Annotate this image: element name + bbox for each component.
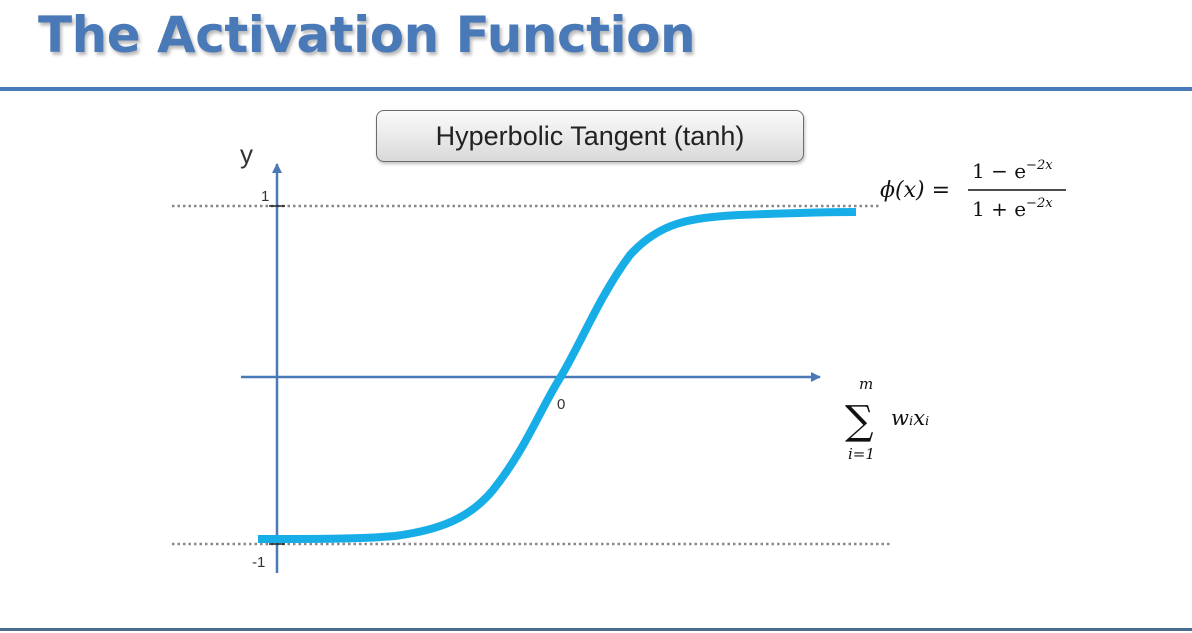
formula-denominator-exponent: −2x bbox=[1026, 196, 1053, 211]
formula-numerator-exponent: −2x bbox=[1026, 158, 1053, 173]
slide-title: The Activation Function bbox=[38, 6, 696, 64]
function-name-label: Hyperbolic Tangent (tanh) bbox=[435, 120, 745, 151]
function-name-box: Hyperbolic Tangent (tanh) bbox=[376, 110, 804, 162]
formula-numerator: 1 − e−2x bbox=[972, 158, 1053, 183]
title-rule bbox=[0, 87, 1192, 91]
formula-denominator-lead: 1 + e bbox=[972, 197, 1026, 221]
sum-lower-limit: i=1 bbox=[848, 445, 875, 463]
y-tick-label-bottom: -1 bbox=[252, 554, 265, 571]
x-tick-label-origin: 0 bbox=[557, 396, 565, 413]
formula-denominator: 1 + e−2x bbox=[972, 196, 1053, 221]
sum-term: wᵢxᵢ bbox=[891, 406, 929, 430]
formula-lhs: ϕ(x) = bbox=[880, 178, 950, 203]
footer-rule bbox=[0, 628, 1192, 631]
y-tick-label-top: 1 bbox=[261, 188, 269, 205]
summation-symbol: ∑ bbox=[845, 398, 874, 444]
sum-upper-limit: m bbox=[859, 375, 873, 393]
formula-numerator-lead: 1 − e bbox=[972, 159, 1026, 183]
y-axis-label: y bbox=[240, 139, 253, 169]
tanh-curve bbox=[257, 208, 857, 543]
